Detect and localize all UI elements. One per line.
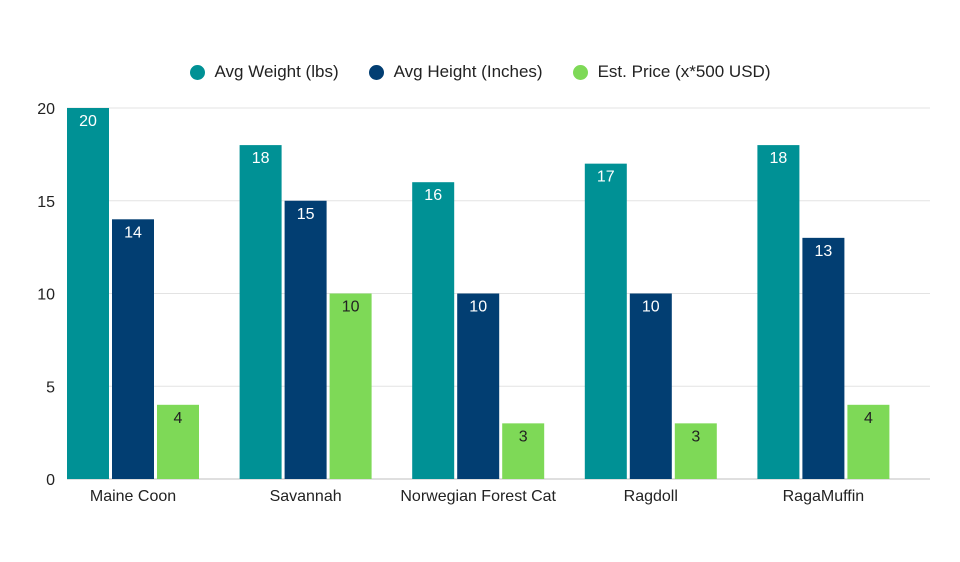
data-label: 16 <box>424 187 442 204</box>
data-label: 10 <box>642 299 660 316</box>
bar <box>629 293 672 479</box>
data-label: 3 <box>691 428 700 445</box>
y-tick-label: 10 <box>37 287 55 304</box>
data-label: 20 <box>79 113 97 130</box>
data-label: 13 <box>815 243 833 260</box>
bar <box>847 404 890 479</box>
data-label: 15 <box>297 206 315 223</box>
bar <box>457 293 500 479</box>
bar <box>757 145 800 479</box>
bar <box>802 237 845 479</box>
x-tick-label: Maine Coon <box>90 488 176 505</box>
x-tick-label: Norwegian Forest Cat <box>400 488 556 505</box>
data-label: 10 <box>342 299 360 316</box>
legend-swatch-height <box>368 64 384 80</box>
bar <box>284 200 327 479</box>
bar <box>674 423 717 479</box>
bar <box>67 108 109 479</box>
data-label: 10 <box>469 299 487 316</box>
bar <box>112 219 154 480</box>
data-label: 3 <box>519 428 528 445</box>
x-tick-label: RagaMuffin <box>783 488 865 505</box>
data-label: 18 <box>252 150 270 167</box>
legend-item-height: Avg Height (Inches) <box>368 62 543 82</box>
bar <box>584 163 627 479</box>
bar <box>502 423 545 479</box>
legend-swatch-weight <box>189 64 205 80</box>
legend-label-price: Est. Price (x*500 USD) <box>597 62 771 81</box>
data-label: 14 <box>124 224 142 241</box>
data-label: 4 <box>864 410 873 427</box>
legend-item-weight: Avg Weight (lbs) <box>189 62 339 82</box>
legend-label-weight: Avg Weight (lbs) <box>214 62 339 81</box>
y-tick-label: 0 <box>46 472 55 489</box>
legend: Avg Weight (lbs) Avg Height (Inches) Est… <box>0 62 960 82</box>
bar <box>412 182 455 479</box>
legend-item-price: Est. Price (x*500 USD) <box>572 62 771 82</box>
y-tick-label: 5 <box>46 379 55 396</box>
x-tick-label: Ragdoll <box>624 488 678 505</box>
bar <box>329 293 372 479</box>
data-label: 17 <box>597 169 615 186</box>
legend-label-height: Avg Height (Inches) <box>393 62 543 81</box>
data-label: 4 <box>174 410 183 427</box>
data-label: 18 <box>770 150 788 167</box>
bar <box>239 145 282 479</box>
x-tick-label: Savannah <box>270 488 342 505</box>
legend-swatch-price <box>572 64 588 80</box>
y-tick-label: 20 <box>37 101 55 118</box>
bar <box>157 404 199 479</box>
y-tick-label: 15 <box>37 194 55 211</box>
